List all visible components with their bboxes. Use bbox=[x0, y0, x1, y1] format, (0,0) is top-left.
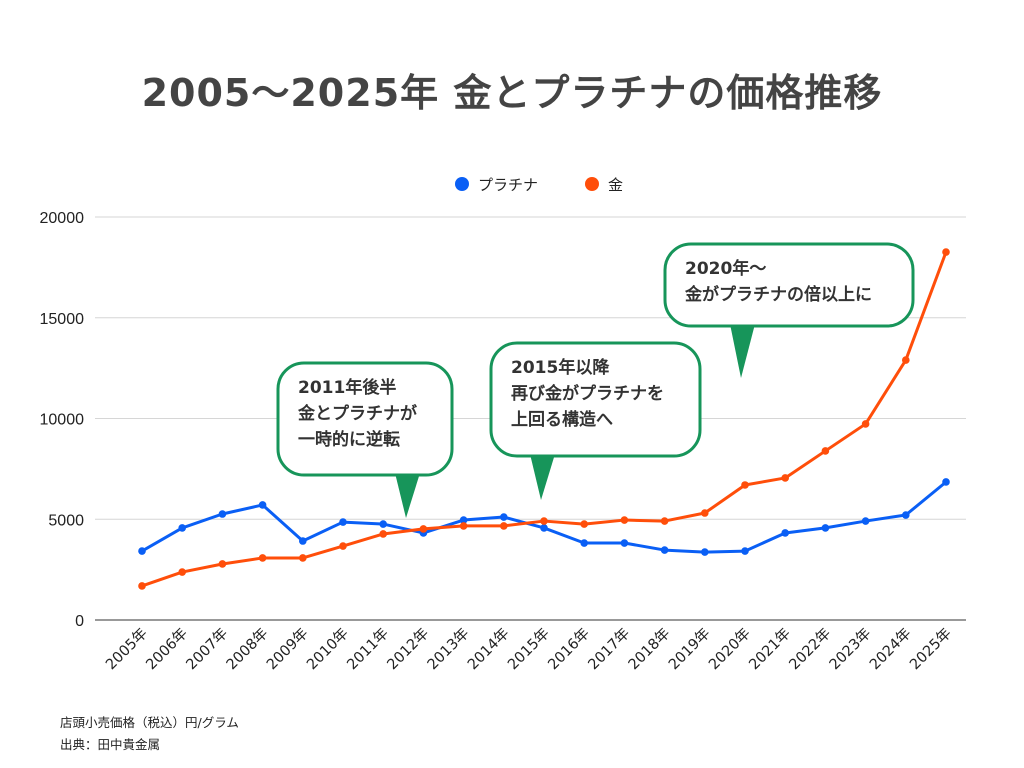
data-point bbox=[580, 520, 588, 528]
x-tick-label: 2014年 bbox=[464, 625, 512, 673]
data-point bbox=[701, 509, 709, 517]
x-tick-label: 2007年 bbox=[183, 625, 231, 673]
x-tick-label: 2005年 bbox=[102, 625, 150, 673]
x-tick-label: 2009年 bbox=[263, 625, 311, 673]
callout-text: 金がプラチナの倍以上に bbox=[684, 284, 872, 305]
data-point bbox=[339, 518, 347, 526]
callout-text: 上回る構造へ bbox=[511, 409, 613, 430]
x-tick-label: 2008年 bbox=[223, 625, 271, 673]
data-point bbox=[701, 548, 709, 556]
data-point bbox=[902, 511, 910, 519]
x-tick-label: 2012年 bbox=[384, 625, 432, 673]
chart-title: 2005〜2025年 金とプラチナの価格推移 bbox=[141, 71, 883, 115]
data-point bbox=[741, 547, 749, 555]
y-tick-label: 15000 bbox=[40, 311, 85, 328]
x-tick-label: 2024年 bbox=[866, 625, 914, 673]
data-point bbox=[299, 554, 307, 562]
data-point bbox=[902, 356, 910, 364]
data-point bbox=[138, 582, 146, 590]
data-point bbox=[218, 510, 227, 518]
y-tick-label: 5000 bbox=[48, 512, 84, 529]
y-tick-label: 10000 bbox=[40, 412, 85, 429]
data-point bbox=[459, 516, 468, 524]
callout-pointer bbox=[395, 473, 420, 518]
data-point bbox=[781, 529, 789, 537]
data-point bbox=[258, 501, 267, 509]
callout-text: 一時的に逆転 bbox=[298, 429, 400, 450]
data-point bbox=[821, 524, 830, 532]
legend-marker bbox=[455, 177, 469, 191]
x-tick-label: 2019年 bbox=[665, 625, 713, 673]
unit-note: 店頭小売価格（税込）円/グラム bbox=[60, 715, 239, 730]
x-tick-label: 2025年 bbox=[906, 625, 954, 673]
source-note: 出典：田中貴金属 bbox=[60, 737, 161, 752]
legend-marker bbox=[585, 177, 599, 191]
data-point bbox=[459, 522, 468, 530]
data-point bbox=[861, 517, 870, 525]
callout-box bbox=[489, 341, 702, 458]
x-tick-label: 2020年 bbox=[705, 625, 753, 673]
x-tick-label: 2011年 bbox=[344, 625, 392, 673]
data-point bbox=[540, 524, 548, 532]
data-point bbox=[821, 447, 830, 455]
callout-text: 金とプラチナが bbox=[297, 403, 417, 424]
data-point bbox=[138, 547, 146, 555]
data-point bbox=[379, 530, 388, 538]
data-point bbox=[620, 516, 629, 524]
data-point bbox=[500, 513, 508, 521]
data-point bbox=[660, 546, 669, 554]
data-point bbox=[258, 554, 267, 562]
data-point bbox=[660, 517, 669, 525]
data-point bbox=[178, 568, 186, 576]
x-tick-label: 2010年 bbox=[303, 625, 351, 673]
x-tick-label: 2006年 bbox=[143, 625, 191, 673]
data-point bbox=[942, 478, 950, 486]
data-point bbox=[741, 481, 749, 489]
legend-label: 金 bbox=[608, 176, 623, 194]
data-point bbox=[299, 537, 307, 545]
x-tick-label: 2022年 bbox=[786, 625, 834, 673]
x-tick-label: 2013年 bbox=[424, 625, 472, 673]
callout-box bbox=[276, 361, 454, 477]
series-line-platinum bbox=[141, 480, 947, 554]
data-point bbox=[620, 539, 629, 547]
y-tick-label: 0 bbox=[75, 613, 84, 630]
data-point bbox=[218, 560, 227, 568]
x-tick-label: 2021年 bbox=[746, 625, 794, 673]
x-tick-label: 2016年 bbox=[545, 625, 593, 673]
data-point bbox=[178, 524, 186, 532]
x-tick-label: 2015年 bbox=[504, 625, 552, 673]
callout-box bbox=[663, 242, 915, 328]
y-tick-label: 20000 bbox=[40, 210, 85, 227]
callout-text: 2011年後半 bbox=[298, 377, 396, 398]
legend-label: プラチナ bbox=[478, 176, 538, 194]
callout-text: 2015年以降 bbox=[511, 357, 610, 378]
data-point bbox=[580, 539, 588, 547]
data-point bbox=[339, 542, 347, 550]
callout-text: 再び金がプラチナを bbox=[511, 383, 664, 404]
data-point bbox=[379, 520, 388, 528]
data-point bbox=[500, 522, 508, 530]
callout-pointer bbox=[730, 324, 755, 378]
data-point bbox=[861, 420, 870, 428]
x-tick-label: 2017年 bbox=[585, 625, 633, 673]
data-point bbox=[781, 474, 789, 482]
data-point bbox=[419, 525, 428, 533]
callout-pointer bbox=[530, 454, 555, 500]
x-tick-label: 2023年 bbox=[826, 625, 874, 673]
callout-text: 2020年〜 bbox=[685, 258, 766, 279]
data-point bbox=[540, 517, 548, 525]
data-point bbox=[942, 248, 950, 256]
x-tick-label: 2018年 bbox=[625, 625, 673, 673]
